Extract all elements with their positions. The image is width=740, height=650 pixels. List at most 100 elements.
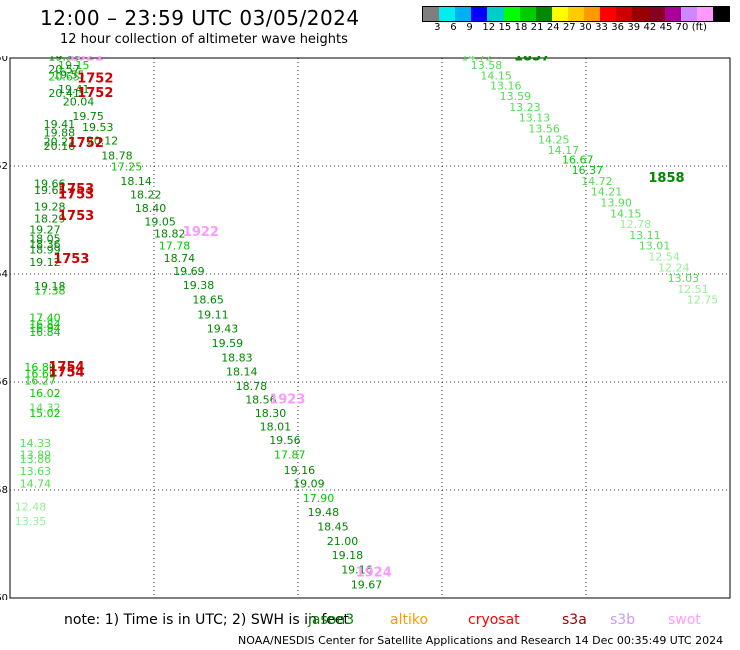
wave-height-value: 16.27 (24, 375, 56, 388)
wave-height-value: 18.78 (236, 380, 268, 393)
color-swatch (519, 7, 536, 21)
wave-height-value: 14.72 (461, 56, 493, 64)
color-scale-label: 24 (546, 22, 560, 33)
color-swatch (616, 7, 633, 21)
wave-height-value: 19.16 (284, 464, 316, 477)
color-scale-label: 30 (579, 22, 592, 33)
color-swatch (487, 7, 504, 21)
wave-height-value: 12.48 (15, 501, 47, 514)
legend-item-s3b: s3b (610, 612, 636, 628)
wave-height-value: 18.01 (260, 421, 292, 434)
color-scale-label: 12 (482, 22, 496, 33)
color-scale-label: (ft) (691, 22, 707, 33)
wave-height-value: 19.09 (293, 477, 325, 490)
wave-height-value: 13.59 (500, 90, 531, 103)
color-swatch (632, 7, 649, 21)
wave-height-value: 13.90 (600, 197, 632, 210)
wave-height-value: 13.13 (519, 112, 551, 125)
wave-height-value: 14.17 (548, 144, 580, 157)
map-subtitle: 12 hour collection of altimeter wave hei… (60, 32, 348, 47)
legend-item-jason3: jason3 (308, 612, 355, 628)
pass-time-label: 1924 (356, 565, 392, 580)
color-swatch (696, 7, 713, 21)
y-tick-label: -56 (0, 377, 8, 388)
color-scale-label: 33 (595, 22, 608, 33)
wave-height-value: 19.67 (351, 578, 383, 591)
y-tick-label: -54 (0, 269, 8, 280)
wave-height-value: 13.58 (471, 59, 503, 72)
wave-height-value: 18.36 (29, 238, 61, 251)
wave-height-value: 18.56 (245, 394, 277, 407)
wave-height-value: 18.83 (221, 351, 253, 364)
color-swatch (664, 7, 681, 21)
wave-height-value: 16.89 (24, 361, 56, 374)
color-scale-label: 27 (562, 22, 576, 33)
color-swatch (535, 7, 552, 21)
wave-height-value: 13.63 (20, 465, 51, 478)
wave-height-value: 12.24 (658, 261, 690, 274)
wave-height-value: 19.56 (269, 434, 301, 447)
wave-height-value: 19.41 (58, 83, 90, 96)
wave-height-value: 19.59 (212, 337, 244, 350)
wave-height-value: 17.78 (159, 240, 191, 253)
wave-height-value: 18.78 (101, 150, 133, 163)
wave-height-value: 19.15 (58, 59, 90, 72)
wave-height-value: 18.30 (255, 407, 286, 420)
wave-height-value: 18.29 (34, 213, 66, 226)
wave-height-value: 19.33 (48, 56, 80, 64)
wave-height-value: 18.74 (164, 252, 196, 265)
color-swatch (648, 7, 665, 21)
pass-time-label: 1754 (48, 360, 84, 375)
color-scale-label: 42 (643, 22, 657, 33)
footnote: note: 1) Time is in UTC; 2) SWH is in fe… (64, 612, 350, 628)
wave-height-value: 13.86 (20, 453, 51, 466)
wave-height-value: 18.22 (130, 188, 162, 201)
wave-height-value: 16.67 (562, 153, 594, 166)
pass-time-label: 1821 (68, 56, 104, 65)
wave-height-value: 19.38 (183, 279, 215, 292)
wave-height-value: 20.27 (44, 135, 76, 148)
wave-height-value: 16.94 (29, 322, 61, 335)
wave-height-value: 13.56 (528, 123, 560, 136)
wave-height-value: 19.12 (29, 256, 61, 269)
wave-height-value: 13.23 (509, 101, 541, 114)
color-scale-label: 9 (466, 22, 473, 33)
y-tick-label: -58 (0, 485, 8, 496)
wave-height-value: 18.45 (317, 521, 349, 534)
wave-height-value: 14.33 (20, 437, 51, 450)
wave-height-value: 18.65 (192, 294, 224, 307)
wave-height-value: 19.65 (34, 184, 66, 197)
pass-time-label: 1753 (58, 209, 94, 224)
pass-time-label: 1858 (648, 171, 684, 186)
wave-height-value: 19.16 (341, 564, 373, 577)
wave-height-value: 12.51 (677, 283, 709, 296)
wave-height-value: 19.11 (197, 308, 229, 321)
pass-time-label: 1754 (48, 366, 84, 381)
color-swatch (567, 7, 585, 21)
wave-height-value: 19.48 (308, 506, 340, 519)
map-frame (9, 57, 731, 599)
wave-height-value: 14.15 (610, 207, 642, 220)
legend-item-cryosat: cryosat (468, 612, 520, 628)
wave-height-value: 19.27 (29, 224, 61, 237)
wave-height-value: 19.28 (34, 200, 66, 213)
wave-height-value: 19.55 (53, 69, 84, 82)
wave-height-value: 19.43 (207, 322, 239, 335)
wave-height-value: 20.57 (48, 63, 80, 76)
wave-height-value: 21.00 (327, 535, 359, 548)
color-scale-label: 36 (611, 22, 624, 33)
wave-height-value: 18.40 (135, 202, 167, 215)
wave-height-value: 14.15 (480, 70, 512, 83)
map-title: 12:00 – 23:59 UTC 03/05/2024 (40, 6, 360, 30)
y-tick-label: -52 (0, 161, 8, 172)
color-swatch (423, 7, 440, 21)
wave-height-value: 19.69 (173, 265, 205, 278)
color-scale-label: 18 (514, 22, 528, 33)
y-tick-label: -60 (0, 593, 8, 600)
color-scale-label: 21 (530, 22, 544, 33)
color-scale-label: 45 (659, 22, 673, 33)
pass-time-label: 1923 (269, 393, 305, 408)
wave-height-value: 16.84 (29, 318, 61, 331)
color-swatch (455, 7, 472, 21)
pass-time-label: 1752 (77, 71, 113, 86)
